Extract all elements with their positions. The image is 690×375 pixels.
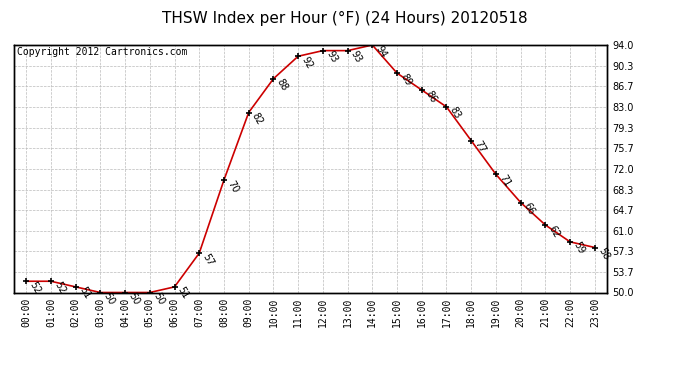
- Text: 77: 77: [473, 139, 488, 155]
- Text: THSW Index per Hour (°F) (24 Hours) 20120518: THSW Index per Hour (°F) (24 Hours) 2012…: [162, 11, 528, 26]
- Text: 50: 50: [126, 291, 141, 307]
- Text: 51: 51: [77, 285, 92, 301]
- Text: 70: 70: [226, 178, 240, 194]
- Text: 92: 92: [299, 55, 315, 70]
- Text: 50: 50: [151, 291, 166, 307]
- Text: 83: 83: [448, 105, 463, 121]
- Text: 59: 59: [571, 240, 586, 256]
- Text: 94: 94: [374, 44, 388, 59]
- Text: 88: 88: [275, 77, 290, 93]
- Text: 82: 82: [250, 111, 265, 127]
- Text: 50: 50: [101, 291, 117, 307]
- Text: 51: 51: [176, 285, 190, 301]
- Text: 57: 57: [201, 252, 215, 267]
- Text: 58: 58: [596, 246, 611, 262]
- Text: 52: 52: [28, 280, 43, 296]
- Text: 89: 89: [398, 72, 413, 87]
- Text: 86: 86: [423, 88, 438, 104]
- Text: 93: 93: [349, 49, 364, 65]
- Text: 62: 62: [546, 224, 562, 239]
- Text: Copyright 2012 Cartronics.com: Copyright 2012 Cartronics.com: [17, 48, 187, 57]
- Text: 71: 71: [497, 173, 512, 189]
- Text: 52: 52: [52, 280, 67, 296]
- Text: 93: 93: [324, 49, 339, 65]
- Text: 66: 66: [522, 201, 537, 217]
